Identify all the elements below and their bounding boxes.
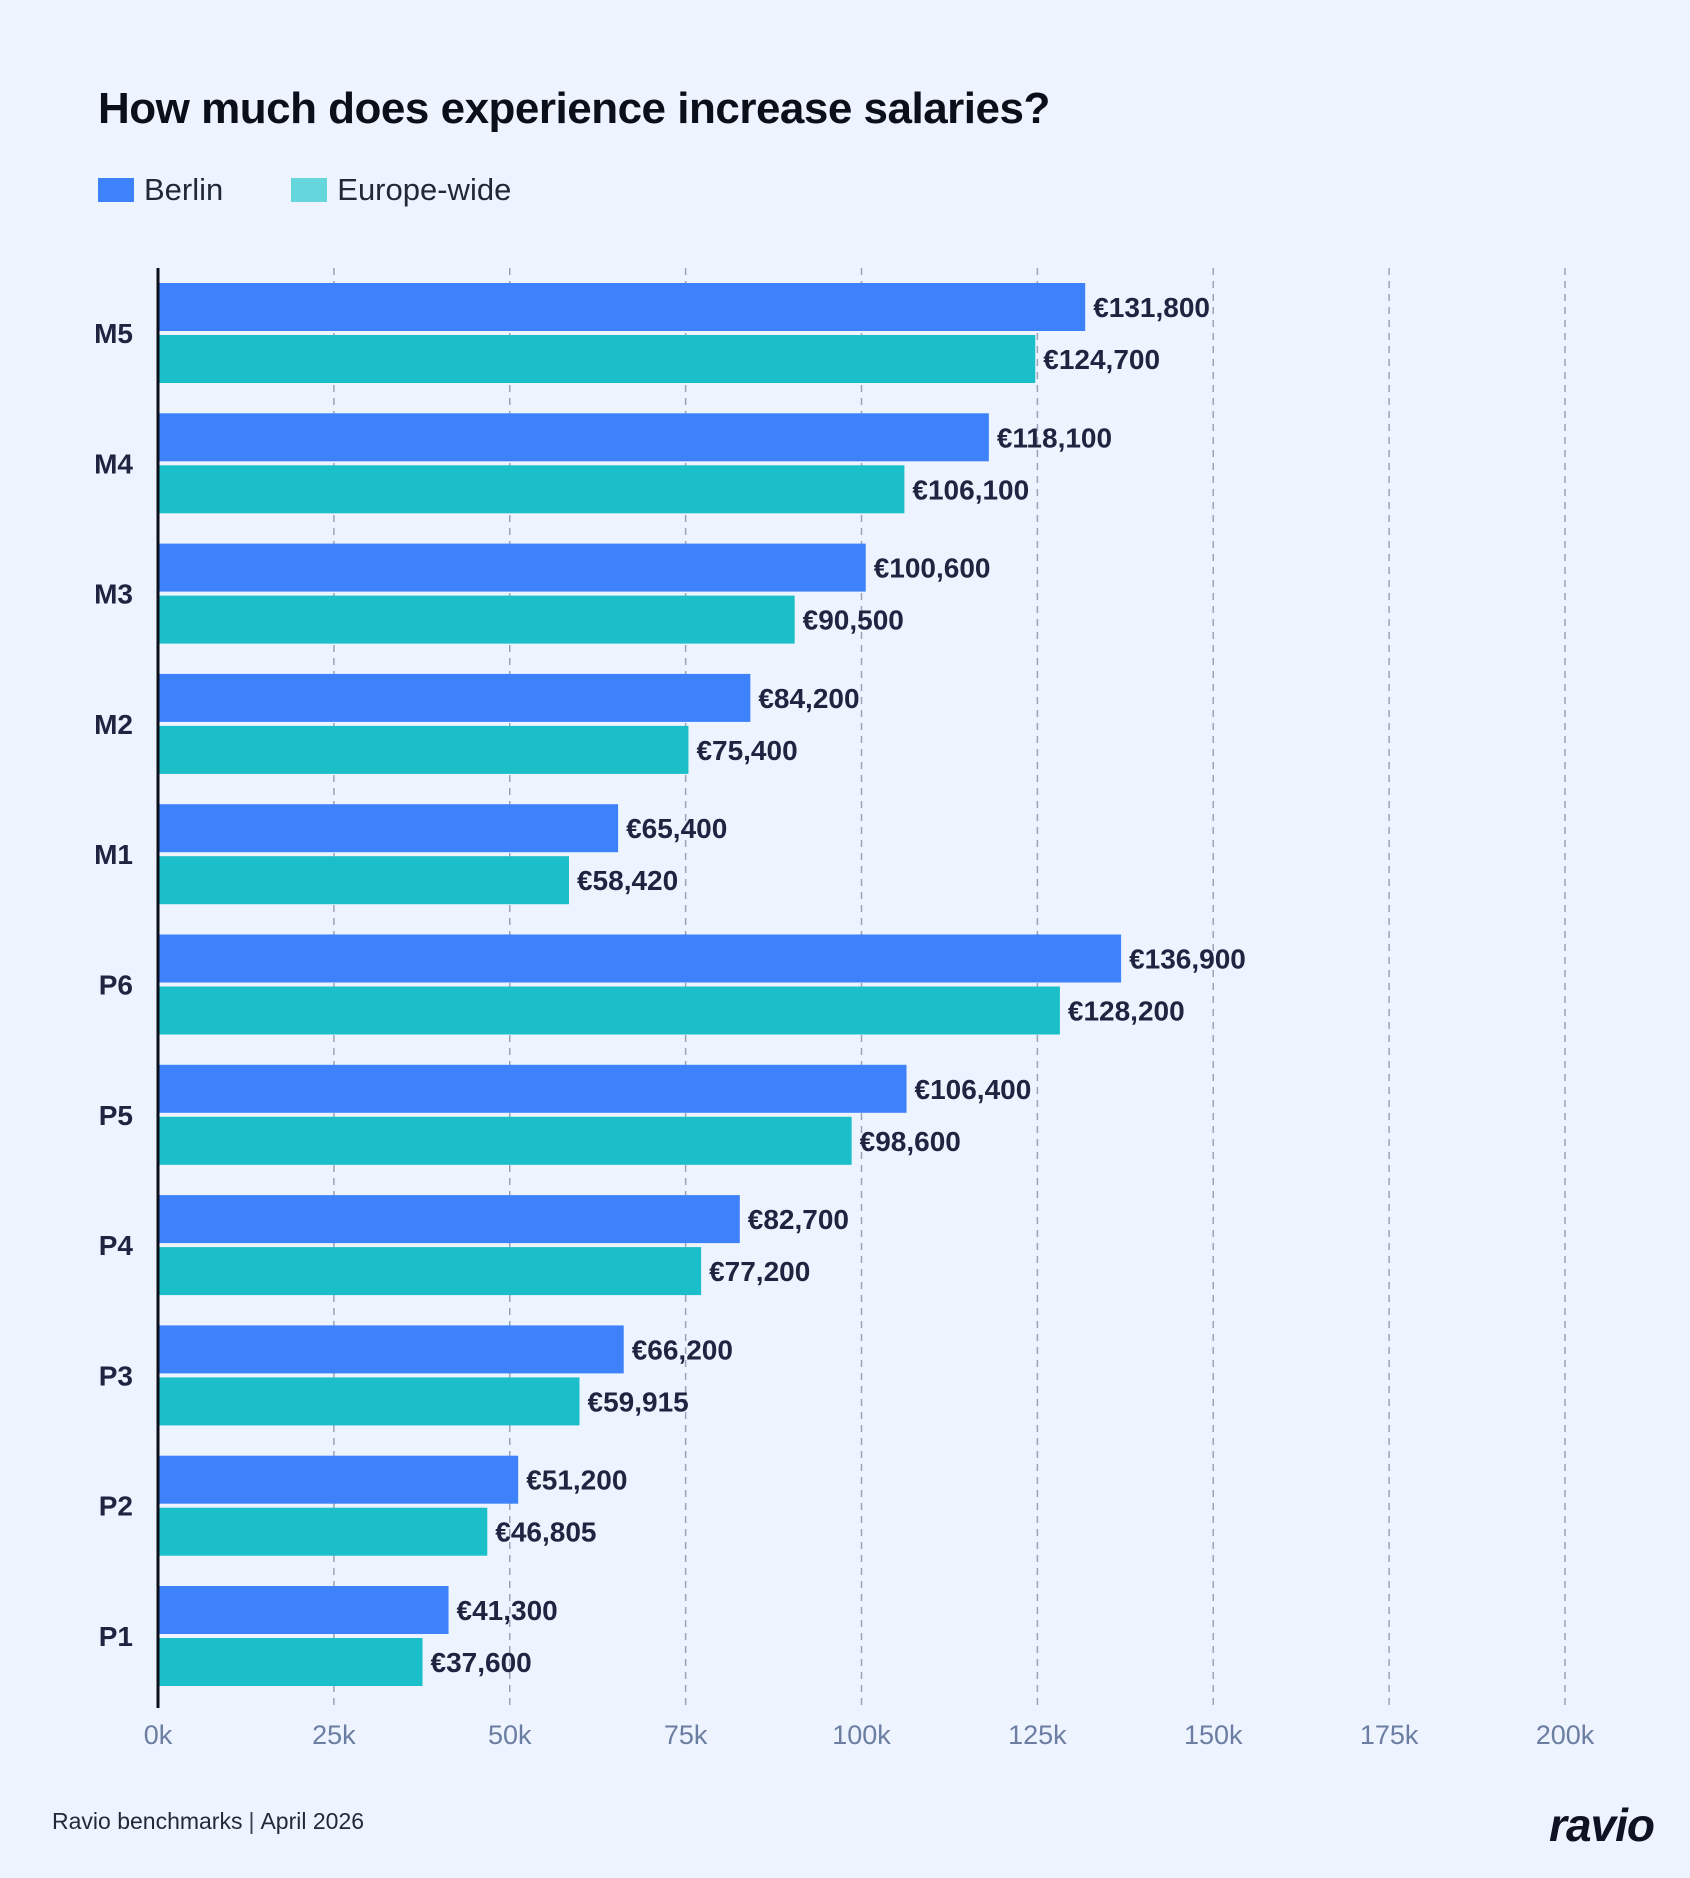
data-label-p1-berlin: €41,300 xyxy=(457,1595,558,1626)
data-label-m3-berlin: €100,600 xyxy=(874,553,991,584)
data-label-p1-europe-wide: €37,600 xyxy=(431,1647,532,1678)
data-label-m1-europe-wide: €58,420 xyxy=(577,865,678,896)
data-label-p2-europe-wide: €46,805 xyxy=(495,1517,596,1548)
bar-m1-europe-wide xyxy=(158,856,569,905)
data-label-p3-berlin: €66,200 xyxy=(632,1334,733,1365)
bar-m4-berlin xyxy=(158,413,989,462)
footer-date: April 2026 xyxy=(260,1808,365,1834)
x-tick-label-0k: 0k xyxy=(144,1720,173,1750)
bar-m4-europe-wide xyxy=(158,465,905,514)
category-label-m4: M4 xyxy=(94,448,133,479)
data-label-p6-berlin: €136,900 xyxy=(1129,944,1246,975)
data-label-p4-berlin: €82,700 xyxy=(748,1204,849,1235)
data-label-m5-europe-wide: €124,700 xyxy=(1043,344,1160,375)
category-label-p2: P2 xyxy=(99,1491,133,1522)
category-label-m5: M5 xyxy=(94,318,133,349)
bar-p2-europe-wide xyxy=(158,1507,488,1556)
data-label-p5-europe-wide: €98,600 xyxy=(860,1126,961,1157)
data-label-m1-berlin: €65,400 xyxy=(626,813,727,844)
x-tick-label-150k: 150k xyxy=(1184,1720,1243,1750)
category-label-m3: M3 xyxy=(94,579,133,610)
x-tick-label-125k: 125k xyxy=(1008,1720,1067,1750)
bar-p3-berlin xyxy=(158,1325,624,1374)
bar-p2-berlin xyxy=(158,1455,519,1504)
bar-p1-europe-wide xyxy=(158,1638,423,1686)
bar-p5-berlin xyxy=(158,1064,907,1113)
bar-m2-berlin xyxy=(158,673,751,722)
data-label-m4-europe-wide: €106,100 xyxy=(912,474,1029,505)
bar-m2-europe-wide xyxy=(158,725,689,774)
data-label-m5-berlin: €131,800 xyxy=(1093,292,1210,323)
data-label-p2-berlin: €51,200 xyxy=(526,1465,627,1496)
bar-p4-europe-wide xyxy=(158,1247,702,1296)
data-label-m4-berlin: €118,100 xyxy=(997,422,1112,453)
data-label-m2-berlin: €84,200 xyxy=(758,683,859,714)
data-label-m3-europe-wide: €90,500 xyxy=(803,605,904,636)
x-tick-label-75k: 75k xyxy=(664,1720,708,1750)
data-label-p4-europe-wide: €77,200 xyxy=(709,1256,810,1287)
footer-separator: | xyxy=(248,1808,255,1834)
x-tick-label-100k: 100k xyxy=(832,1720,891,1750)
bar-m3-berlin xyxy=(158,543,866,592)
bar-m1-berlin xyxy=(158,804,619,853)
footer: Ravio benchmarks | April 2026 xyxy=(52,1808,364,1835)
x-tick-label-200k: 200k xyxy=(1536,1720,1595,1750)
bar-m3-europe-wide xyxy=(158,595,795,644)
x-tick-label-25k: 25k xyxy=(312,1720,356,1750)
bar-chart: €131,800 €124,700 M5 €118,100 €106,100 M4 €100… xyxy=(94,268,1595,1750)
data-label-m2-europe-wide: €75,400 xyxy=(696,735,797,766)
bar-p1-berlin xyxy=(158,1586,449,1634)
footer-source: Ravio benchmarks xyxy=(52,1808,243,1834)
legend-swatch-europe-wide xyxy=(291,178,328,202)
bar-p4-berlin xyxy=(158,1195,740,1244)
bar-p6-berlin xyxy=(158,934,1122,983)
x-tick-label-175k: 175k xyxy=(1360,1720,1419,1750)
legend-label-berlin: Berlin xyxy=(144,172,224,207)
category-label-p3: P3 xyxy=(99,1360,133,1391)
data-label-p6-europe-wide: €128,200 xyxy=(1068,996,1185,1027)
category-label-p6: P6 xyxy=(99,970,133,1001)
category-label-p5: P5 xyxy=(99,1100,133,1131)
bar-p5-europe-wide xyxy=(158,1116,852,1165)
legend-label-europe-wide: Europe-wide xyxy=(337,172,512,207)
legend-swatch-berlin xyxy=(98,178,134,202)
chart-legend: Berlin Europe-wide xyxy=(98,172,579,208)
bar-p3-europe-wide xyxy=(158,1377,580,1426)
bar-p6-europe-wide xyxy=(158,986,1060,1035)
bar-m5-berlin xyxy=(158,283,1086,331)
legend-item-berlin: Berlin xyxy=(98,172,223,208)
legend-item-europe-wide: Europe-wide xyxy=(291,172,511,208)
category-label-p1: P1 xyxy=(99,1621,133,1652)
data-label-p5-berlin: €106,400 xyxy=(915,1074,1032,1105)
category-label-p4: P4 xyxy=(99,1230,134,1261)
x-tick-label-50k: 50k xyxy=(488,1720,532,1750)
chart-title: How much does experience increase salari… xyxy=(98,84,1050,133)
category-label-m2: M2 xyxy=(94,709,133,740)
data-label-p3-europe-wide: €59,915 xyxy=(588,1386,689,1417)
bar-m5-europe-wide xyxy=(158,335,1036,383)
ravio-logo: ravio xyxy=(1549,1799,1655,1851)
category-label-m1: M1 xyxy=(94,839,133,870)
